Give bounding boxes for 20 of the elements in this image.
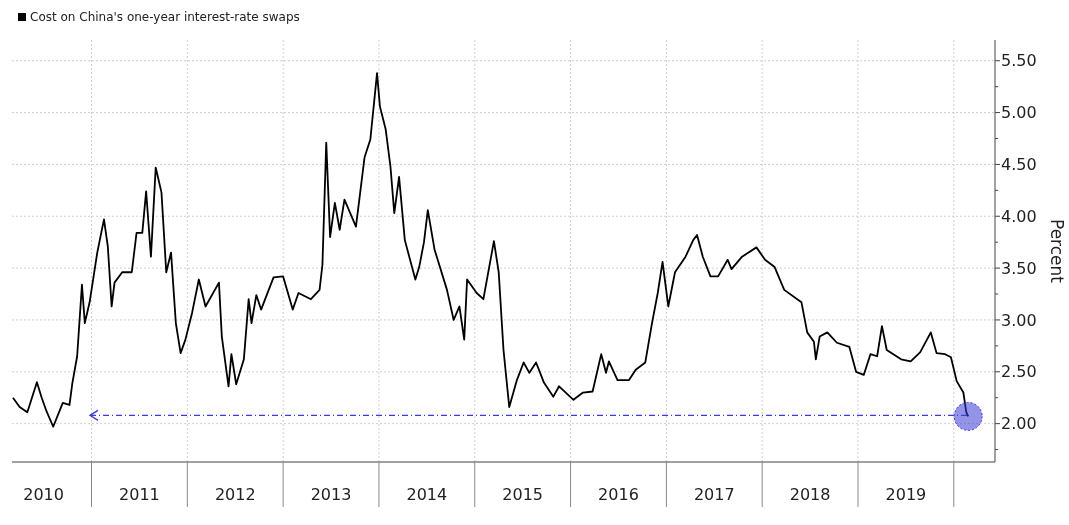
x-tick-label: 2010 [23, 485, 64, 504]
x-tick-label: 2018 [789, 485, 831, 504]
y-tick-label: 4.00 [1001, 206, 1037, 226]
y-tick-label: 3.00 [1001, 310, 1037, 330]
y-tick-label: 4.50 [1001, 155, 1037, 175]
y-axis-title: Percent [1047, 219, 1067, 284]
x-tick-label: 2019 [885, 485, 927, 504]
x-tick-label: 2016 [598, 485, 639, 504]
x-tick-label: 2015 [502, 485, 544, 504]
y-tick-label: 3.50 [1001, 258, 1037, 278]
x-tick-label: 2012 [214, 485, 256, 504]
y-tick-label: 5.00 [1001, 103, 1037, 123]
y-tick-label: 5.50 [1001, 51, 1037, 71]
x-tick-label: 2017 [693, 485, 735, 504]
x-tick-label: 2013 [310, 485, 352, 504]
y-tick-label: 2.50 [1001, 362, 1037, 382]
x-tick-label: 2011 [119, 485, 160, 504]
y-tick-label: 2.00 [1001, 414, 1037, 434]
x-tick-label: 2014 [406, 485, 448, 504]
legend-label: Cost on China's one-year interest-rate swaps [30, 10, 300, 24]
